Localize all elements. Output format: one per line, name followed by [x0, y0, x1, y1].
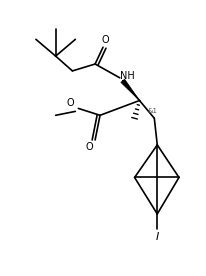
Text: I: I	[155, 232, 158, 242]
Text: O: O	[85, 142, 92, 152]
Text: NH: NH	[120, 71, 134, 81]
Polygon shape	[120, 79, 139, 100]
Text: &1: &1	[147, 108, 157, 115]
Text: O: O	[101, 35, 108, 45]
Text: O: O	[66, 99, 74, 108]
